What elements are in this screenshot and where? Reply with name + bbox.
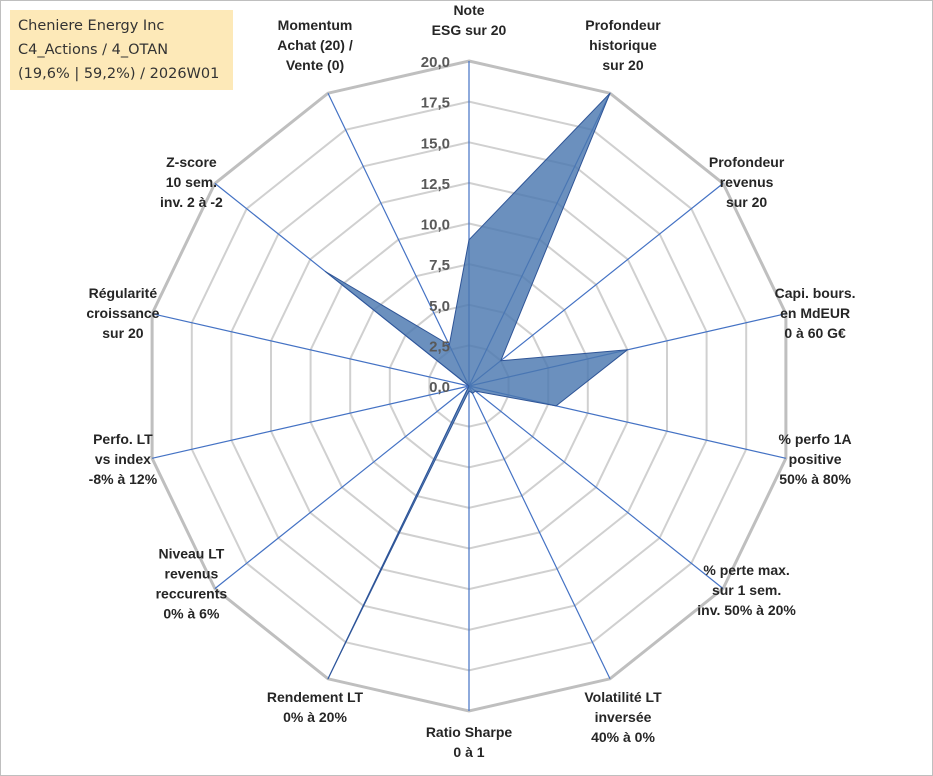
axis-spoke: [468, 385, 611, 680]
axis-label: Régularité croissance sur 20: [86, 285, 159, 341]
info-box: Cheniere Energy Inc C4_Actions / 4_OTAN …: [10, 10, 233, 90]
tick-label: 12,5: [421, 176, 450, 193]
axis-spoke: [151, 385, 470, 459]
axis-label: Niveau LT revenus reccurents 0% à 6%: [156, 546, 228, 622]
axis-spoke: [151, 313, 470, 387]
axis-label: Z-score 10 sem. inv. 2 à -2: [160, 154, 223, 210]
tick-label: 0,0: [429, 379, 450, 396]
axis-spoke: [327, 92, 470, 387]
info-period: (19,6% | 59,2%) / 2026W01: [18, 66, 220, 82]
axis-label: Ratio Sharpe 0 à 1: [426, 724, 513, 760]
tick-label: 20,0: [421, 54, 450, 71]
axis-label: Rendement LT 0% à 20%: [267, 689, 364, 725]
radar-series: [324, 92, 628, 680]
info-category: C4_Actions / 4_OTAN: [18, 42, 169, 58]
axis-label: Profondeur historique sur 20: [585, 17, 661, 73]
tick-label: 5,0: [429, 298, 450, 315]
series-area: [324, 92, 628, 680]
axis-label: Momentum Achat (20) / Vente (0): [277, 17, 353, 73]
tick-label: 17,5: [421, 95, 450, 112]
axis-spoke: [468, 385, 724, 590]
axis-label: % perfo 1A positive 50% à 80%: [779, 431, 852, 487]
axis-label: Volatilité LT inversée 40% à 0%: [584, 689, 662, 745]
tick-label: 15,0: [421, 135, 450, 152]
axis-label: Note ESG sur 20: [432, 2, 507, 38]
axis-spoke: [214, 385, 470, 590]
axis-spoke: [468, 182, 724, 387]
axis-label: % perte max. sur 1 sem. inv. 50% à 20%: [697, 562, 796, 618]
tick-label: 2,5: [429, 338, 450, 355]
info-company-name: Cheniere Energy Inc: [18, 18, 165, 34]
axis-label: Capi. bours. en MdEUR 0 à 60 G€: [775, 285, 856, 341]
tick-label: 10,0: [421, 217, 450, 234]
axis-label: Profondeur revenus sur 20: [709, 154, 785, 210]
axis-label: Perfo. LT vs index -8% à 12%: [89, 431, 158, 487]
tick-label: 7,5: [429, 257, 450, 274]
radar-axis-labels: Note ESG sur 20 Profondeur historique sur 20…: [86, 2, 855, 760]
radar-tick-labels: 0,0 2,5 5,0 7,5 10,0 12,5 15,0 17,5 20,0: [421, 54, 450, 396]
